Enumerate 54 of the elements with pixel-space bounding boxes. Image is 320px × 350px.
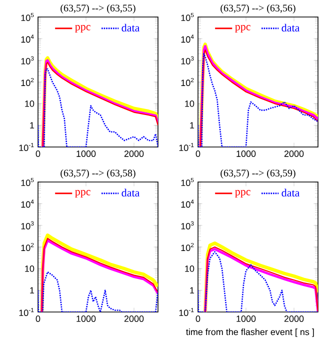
x-tick-label: 0 xyxy=(36,150,40,157)
y-tick-label: 1 xyxy=(30,287,34,294)
y-tick-label: 10 xyxy=(25,100,34,107)
line-series xyxy=(38,271,158,312)
x-tick-label: 1000 xyxy=(236,150,256,157)
y-tick-label: 10$^{-1}$ xyxy=(179,308,194,316)
x-tick-label: 2000 xyxy=(124,316,144,322)
x-tick-label: 2000 xyxy=(124,150,144,157)
legend-label: data xyxy=(282,24,300,32)
y-tick-label: 10 xyxy=(185,100,194,107)
y-tick-label: 10$^{2}$ xyxy=(181,242,194,252)
y-tick-label: 10$^{4}$ xyxy=(21,34,34,43)
legend-label: ppc xyxy=(75,25,90,33)
y-tick-label: 10$^{-1}$ xyxy=(19,308,34,316)
y-tick-label: 10$^{-1}$ xyxy=(19,142,34,152)
x-tick-label: 1000 xyxy=(236,316,256,322)
y-tick-label: 10$^{5}$ xyxy=(181,12,194,22)
y-tick-label: 10$^{2}$ xyxy=(21,78,34,86)
y-tick-label: 10$^{4}$ xyxy=(181,200,194,208)
y-tick-label: 10 xyxy=(25,265,34,272)
chart-title: (63,57) --> (63,55) xyxy=(60,4,136,14)
x-tick-label: 0 xyxy=(196,150,200,157)
y-tick-label: 10$^{2}$ xyxy=(21,242,34,252)
y-tick-label: 10$^{5}$ xyxy=(21,178,34,186)
y-tick-label: 10$^{-1}$ xyxy=(179,142,194,152)
chart-title: (63,57) --> (63,56) xyxy=(220,4,296,14)
y-tick-label: 10$^{5}$ xyxy=(21,12,34,22)
y-tick-label: 1 xyxy=(190,287,194,294)
legend-label: ppc xyxy=(75,190,90,198)
legend-label: ppc xyxy=(235,190,250,198)
legend-label: data xyxy=(282,188,300,197)
chart-title: (63,57) --> (63,58) xyxy=(60,169,136,178)
x-tick-label: 1000 xyxy=(76,150,96,157)
y-tick-label: 1 xyxy=(30,122,34,128)
legend-label: ppc xyxy=(235,25,250,33)
legend-label: data xyxy=(122,188,140,197)
legend-label: data xyxy=(122,24,140,32)
x-tick-label: 2000 xyxy=(284,150,304,157)
y-tick-label: 10 xyxy=(185,265,194,272)
y-tick-label: 10$^{3}$ xyxy=(181,56,194,64)
y-tick-label: 10$^{3}$ xyxy=(21,221,34,230)
y-tick-label: 1 xyxy=(190,122,194,128)
y-tick-label: 10$^{3}$ xyxy=(21,56,34,64)
y-tick-label: 10$^{2}$ xyxy=(181,78,194,86)
y-tick-label: 10$^{3}$ xyxy=(181,221,194,230)
y-tick-label: 10$^{4}$ xyxy=(181,34,194,43)
x-tick-label: 1000 xyxy=(76,316,96,322)
y-tick-label: 10$^{5}$ xyxy=(181,178,194,186)
chart-title: (63,57) --> (63,59) xyxy=(220,169,296,178)
x-tick-label: 0 xyxy=(196,316,200,322)
x-tick-label: 2000 xyxy=(284,316,304,322)
x-tick-label: 0 xyxy=(36,316,40,322)
x-axis-title: time from the flasher event [ ns ] xyxy=(186,328,314,337)
y-tick-label: 10$^{4}$ xyxy=(21,200,34,208)
